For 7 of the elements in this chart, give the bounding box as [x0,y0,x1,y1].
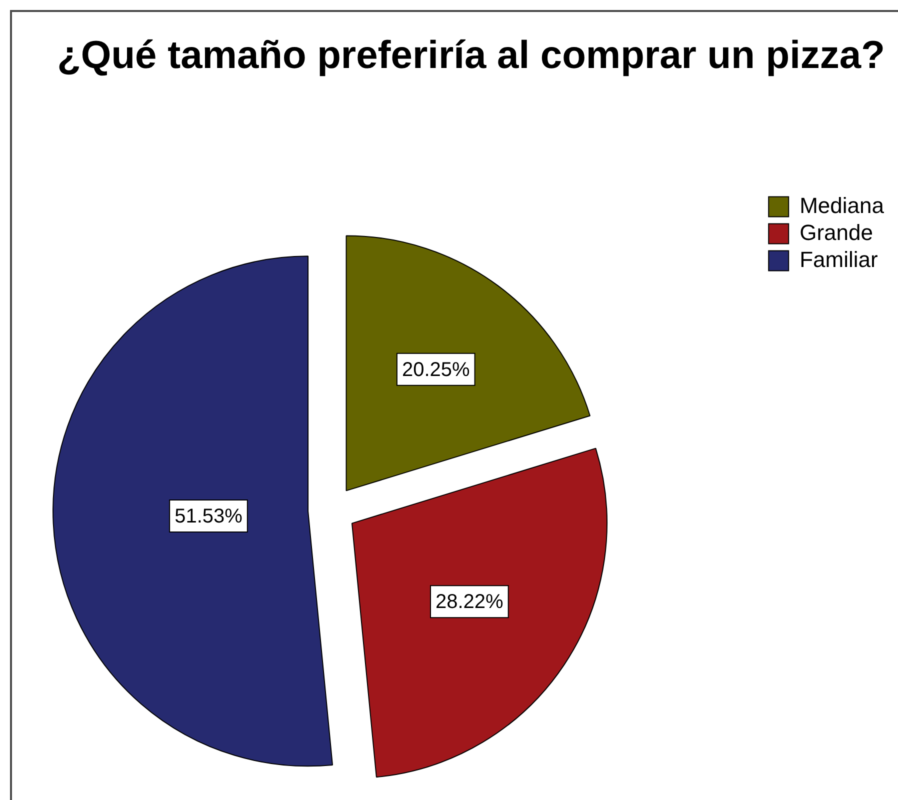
legend-label: Familiar [800,246,878,272]
data-label: 51.53% [174,505,243,528]
legend-label: Grande [800,220,873,245]
chart-title: ¿Qué tamaño preferiría al comprar un pizza? [57,34,885,78]
data-label: 28.22% [435,591,504,614]
legend-label: Mediana [800,192,885,218]
data-label: 20.25% [402,358,470,381]
